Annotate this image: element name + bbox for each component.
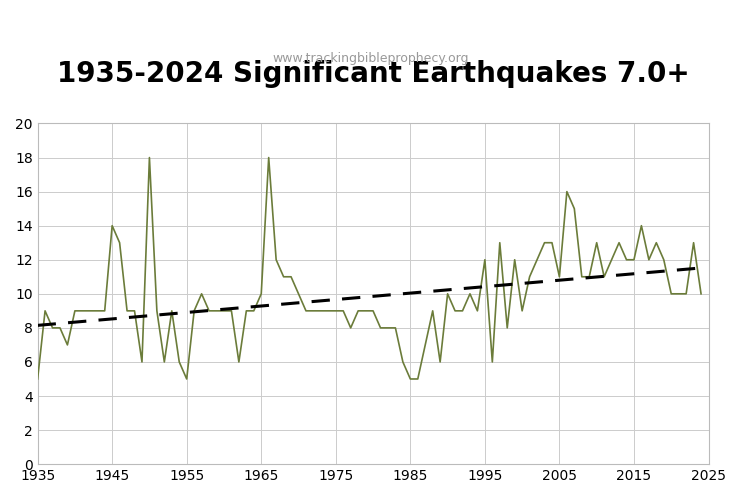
- Title: 1935-2024 Significant Earthquakes 7.0+: 1935-2024 Significant Earthquakes 7.0+: [56, 60, 689, 88]
- Text: www.trackingbibleprophecy.org: www.trackingbibleprophecy.org: [272, 52, 469, 65]
